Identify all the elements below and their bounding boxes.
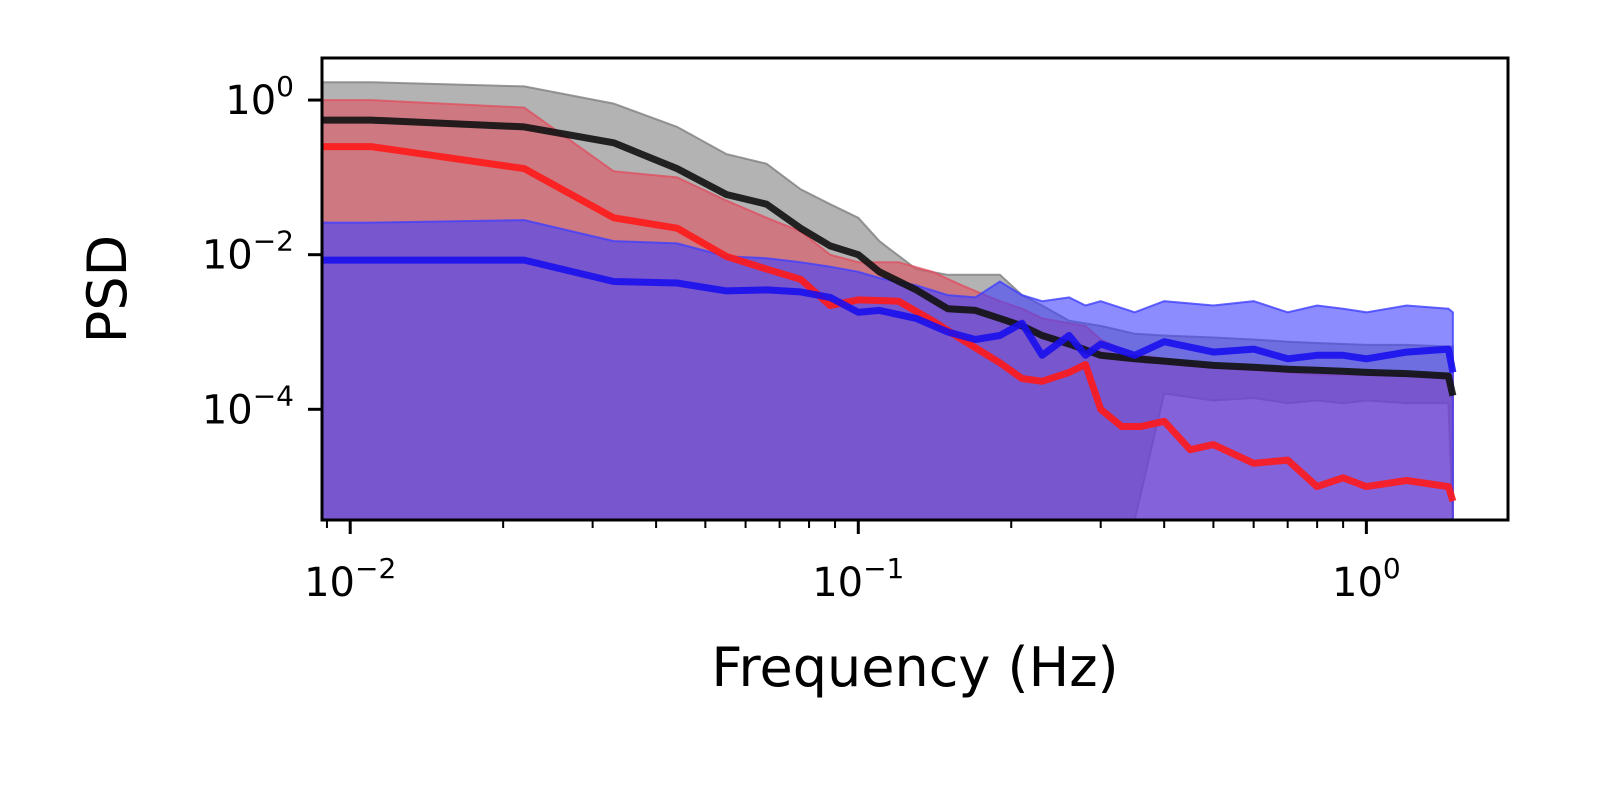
y-tick-label: 10−4 xyxy=(202,379,294,433)
x-tick-exponent: −1 xyxy=(863,552,904,585)
x-tick-label: 10−2 xyxy=(304,552,396,606)
x-tick-exponent: 0 xyxy=(1383,552,1401,585)
series-1-line xyxy=(322,116,1457,397)
series-2-line xyxy=(322,143,1457,503)
series-3-line xyxy=(322,256,1457,374)
y-tick-label: 100 xyxy=(225,70,294,124)
x-tick-base: 10 xyxy=(812,560,863,606)
series-lines xyxy=(322,116,1457,503)
x-axis-label: Frequency (Hz) xyxy=(711,636,1118,699)
y-tick-exponent: −2 xyxy=(253,225,294,258)
y-axis-label: PSD xyxy=(76,235,139,343)
y-tick-exponent: 0 xyxy=(276,70,294,103)
y-tick-base: 10 xyxy=(225,78,276,124)
x-tick-base: 10 xyxy=(304,560,355,606)
plot-frame xyxy=(320,56,1510,522)
x-tick-exponent: −2 xyxy=(355,552,396,585)
y-tick-label: 10−2 xyxy=(202,225,294,279)
y-tick-exponent: −4 xyxy=(253,379,294,412)
x-tick-base: 10 xyxy=(1332,560,1383,606)
y-tick-base: 10 xyxy=(202,233,253,279)
x-tick-label: 10−1 xyxy=(812,552,904,606)
x-axis-ticks: 10−2 10−1 100 xyxy=(304,520,1401,606)
x-tick-label: 100 xyxy=(1332,552,1401,606)
y-tick-base: 10 xyxy=(202,387,253,433)
